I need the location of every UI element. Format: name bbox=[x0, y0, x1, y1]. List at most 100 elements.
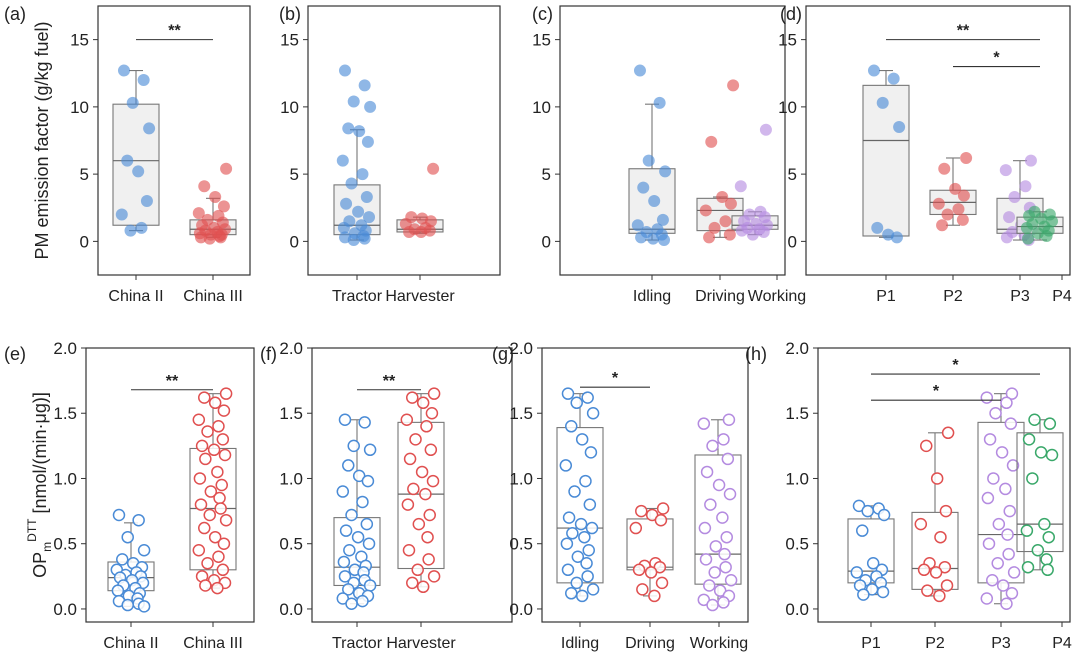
data-point bbox=[876, 96, 889, 109]
data-point bbox=[991, 557, 1004, 570]
data-point bbox=[211, 465, 224, 479]
y-tick-label: 15 bbox=[778, 31, 797, 50]
y-tick-label: 10 bbox=[70, 98, 89, 117]
data-point bbox=[338, 64, 351, 77]
data-point bbox=[192, 543, 206, 557]
data-point bbox=[629, 521, 643, 535]
data-point bbox=[1024, 154, 1037, 167]
data-point bbox=[960, 151, 973, 164]
data-point bbox=[427, 162, 440, 175]
data-point bbox=[586, 406, 600, 420]
data-point bbox=[995, 446, 1009, 459]
data-point bbox=[126, 96, 139, 109]
data-point bbox=[633, 64, 646, 77]
data-point bbox=[1007, 566, 1021, 579]
data-point bbox=[887, 72, 900, 85]
data-point bbox=[356, 495, 369, 509]
plot-frame bbox=[307, 5, 501, 276]
box-iqr bbox=[911, 511, 959, 590]
plot-frame bbox=[97, 5, 251, 276]
data-point bbox=[718, 547, 731, 561]
box-china-iii bbox=[189, 387, 237, 595]
data-point bbox=[571, 550, 585, 564]
data-point bbox=[216, 563, 230, 577]
x-tick-label: P1 bbox=[876, 288, 896, 305]
significance-label: ** bbox=[383, 373, 396, 390]
data-point bbox=[214, 502, 227, 515]
box-china-iii bbox=[189, 162, 237, 245]
data-point bbox=[698, 521, 712, 535]
data-point bbox=[212, 420, 225, 433]
x-tick-label: P3 bbox=[991, 635, 1011, 652]
data-point bbox=[1019, 180, 1032, 193]
box-china-ii bbox=[107, 508, 155, 613]
x-tick-label: China II bbox=[108, 288, 163, 305]
x-tick-label: China II bbox=[103, 635, 158, 652]
x-tick-label: Idling bbox=[561, 635, 599, 652]
data-point bbox=[137, 600, 151, 613]
data-point bbox=[699, 204, 712, 217]
data-point bbox=[1001, 528, 1014, 541]
data-point bbox=[956, 213, 969, 226]
x-tick-label: Idling bbox=[633, 288, 671, 305]
data-point bbox=[635, 504, 648, 518]
box-tractor bbox=[333, 64, 381, 247]
data-point bbox=[204, 485, 218, 498]
data-point bbox=[124, 224, 137, 237]
y-tick-label: 1.0 bbox=[785, 469, 809, 488]
data-point bbox=[363, 443, 377, 457]
data-point bbox=[850, 566, 864, 579]
data-point bbox=[653, 96, 666, 109]
data-point bbox=[203, 232, 216, 245]
data-point bbox=[746, 228, 759, 241]
data-point bbox=[631, 219, 644, 232]
y-tick-label: 10 bbox=[280, 98, 299, 117]
y-tick-label: 1.0 bbox=[53, 469, 77, 488]
data-point bbox=[570, 396, 583, 410]
data-point bbox=[734, 180, 747, 193]
data-point bbox=[654, 513, 668, 527]
data-point bbox=[658, 234, 671, 247]
data-point bbox=[1034, 446, 1048, 459]
data-point bbox=[648, 195, 661, 208]
data-point bbox=[635, 231, 648, 244]
data-point bbox=[356, 168, 369, 181]
panel-label: (e) bbox=[4, 344, 26, 364]
significance-label: ** bbox=[957, 23, 970, 40]
box-harvester bbox=[397, 387, 445, 594]
box-p4 bbox=[1016, 413, 1064, 577]
data-point bbox=[402, 543, 416, 557]
data-point bbox=[866, 557, 880, 570]
data-point bbox=[941, 426, 955, 440]
data-point bbox=[353, 125, 366, 138]
data-point bbox=[337, 555, 351, 569]
box-p1 bbox=[847, 499, 895, 601]
significance-label: ** bbox=[166, 373, 179, 390]
data-point bbox=[580, 557, 593, 570]
panel-h: (h) 0.0 0.5 1.0 1.5 2.0 P1 P2 P3 P4 * * bbox=[745, 339, 1072, 652]
data-point bbox=[712, 478, 726, 492]
data-point bbox=[1021, 232, 1034, 245]
y-tick-label: 0.5 bbox=[785, 535, 809, 554]
data-point bbox=[201, 425, 214, 438]
data-point bbox=[1006, 459, 1020, 472]
data-point bbox=[416, 396, 430, 410]
data-point bbox=[642, 154, 655, 167]
x-tick-label: Tractor bbox=[332, 288, 383, 305]
data-point bbox=[336, 154, 349, 167]
data-point bbox=[917, 563, 931, 577]
data-point bbox=[867, 64, 880, 77]
data-point bbox=[416, 580, 430, 594]
data-point bbox=[208, 396, 222, 410]
significance-label: * bbox=[612, 370, 619, 387]
x-tick-label: Tractor bbox=[332, 635, 383, 652]
data-point bbox=[216, 433, 230, 446]
data-point bbox=[561, 563, 575, 577]
data-point bbox=[343, 543, 356, 557]
data-point bbox=[209, 190, 222, 203]
data-point bbox=[338, 570, 352, 583]
plot-frame bbox=[541, 347, 749, 623]
data-point bbox=[1000, 396, 1013, 410]
data-point bbox=[420, 420, 433, 433]
